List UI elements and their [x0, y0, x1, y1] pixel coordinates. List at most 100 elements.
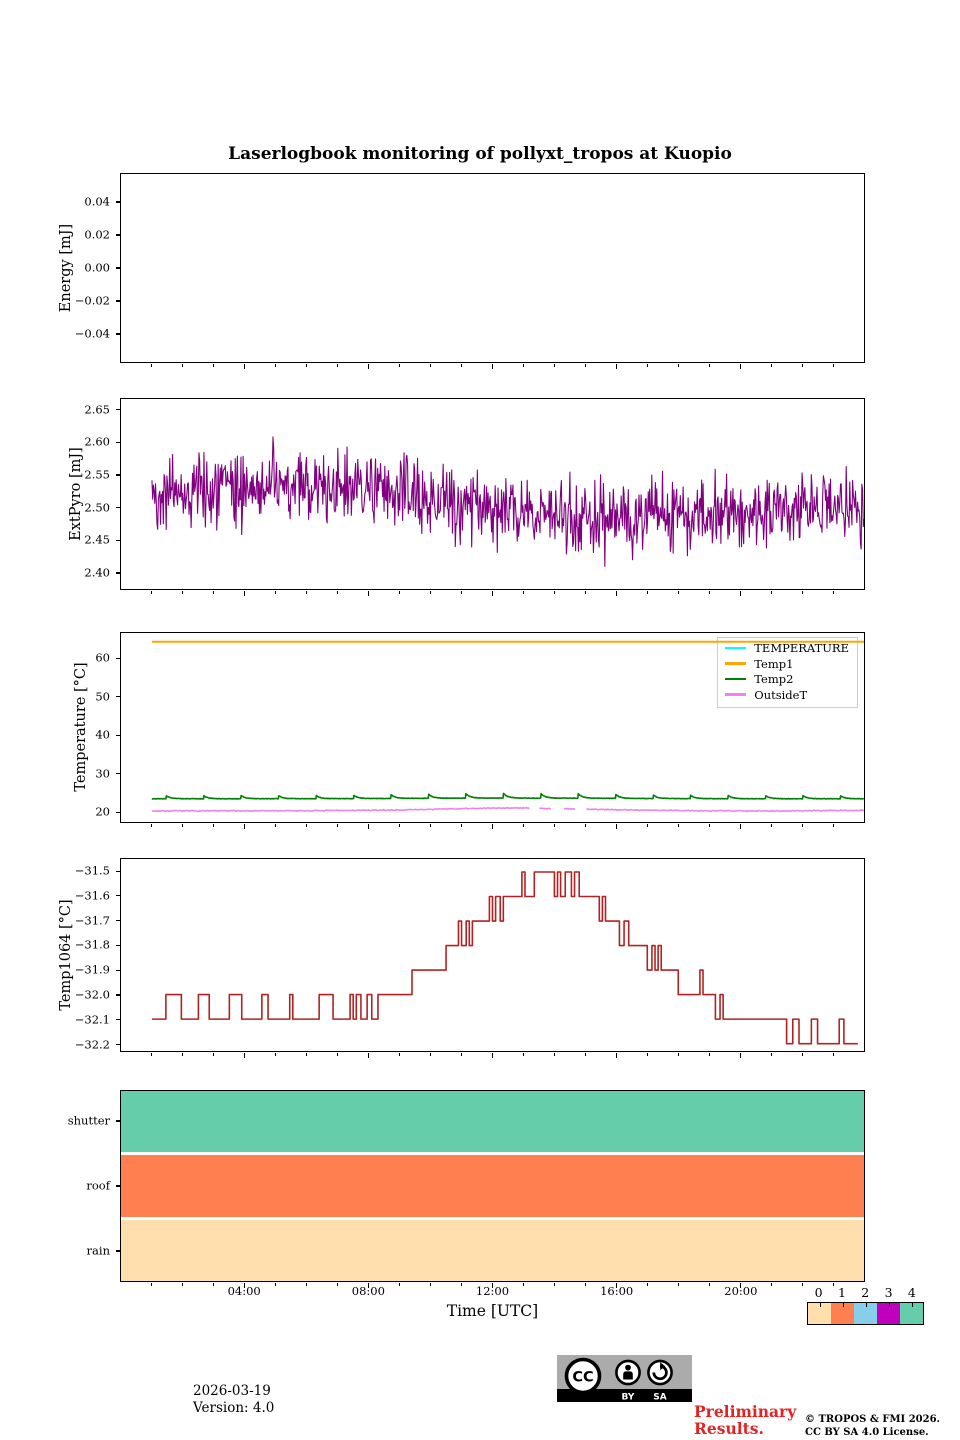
x-tick-mark: [243, 1053, 245, 1058]
legend-item: OutsideT: [725, 688, 849, 704]
status-row-label: shutter: [67, 1113, 110, 1128]
legend-label: Temp1: [754, 656, 794, 671]
x-tick-mark: [740, 824, 742, 829]
x-minor-tick-mark: [647, 1283, 649, 1286]
x-minor-tick-mark: [274, 1283, 276, 1286]
x-minor-tick-mark: [771, 364, 773, 367]
x-minor-tick-mark: [833, 824, 835, 827]
cc-icon-text: CC: [572, 1370, 593, 1386]
status-row-gap: [121, 1216, 864, 1220]
colorbar-tick: [911, 1303, 913, 1307]
x-minor-tick-mark: [678, 591, 680, 594]
temperature-legend: TEMPERATURE Temp1 Temp2 OutsideT: [717, 637, 858, 708]
preliminary-results-text: Preliminary Results.: [694, 1403, 796, 1437]
x-tick-mark: [491, 1053, 494, 1058]
colorbar-segment-3: [877, 1303, 900, 1324]
x-minor-tick-mark: [429, 824, 431, 827]
legend-item: TEMPERATURE: [725, 641, 849, 657]
y-tick-mark: [115, 1043, 120, 1046]
colorbar-tick: [888, 1303, 890, 1307]
y-tick-label: −31.6: [74, 888, 110, 903]
x-minor-tick-mark: [709, 364, 711, 367]
colorbar-label: 0: [814, 1285, 823, 1300]
y-tick-label: −32.2: [74, 1036, 110, 1051]
y-tick-label: 2.55: [84, 467, 110, 482]
y-tick-mark: [115, 333, 120, 335]
series-OutsideT: [539, 807, 552, 810]
x-minor-tick-mark: [336, 364, 338, 367]
x-minor-tick-mark: [523, 591, 525, 594]
x-tick-mark: [740, 1053, 742, 1058]
series-OutsideT: [563, 807, 576, 810]
x-minor-tick-mark: [398, 1053, 400, 1056]
status-row-gap: [121, 1152, 864, 1156]
colorbar-segment-0: [808, 1303, 831, 1324]
y-tick-mark: [115, 1120, 120, 1122]
x-minor-tick-mark: [336, 1053, 338, 1056]
legend-item: Temp2: [725, 672, 849, 688]
colorbar-tick: [865, 1303, 867, 1307]
x-minor-tick-mark: [523, 824, 525, 827]
by-person-body: [623, 1371, 633, 1380]
x-minor-tick-mark: [554, 824, 556, 827]
x-minor-tick-mark: [523, 1053, 525, 1056]
cc-license-badge: CC BY SA: [557, 1355, 692, 1402]
x-minor-tick-mark: [523, 364, 525, 367]
colorbar-tick: [842, 1303, 844, 1307]
x-minor-tick-mark: [305, 1283, 307, 1286]
x-tick-label: 20:00: [724, 1284, 758, 1298]
legend-swatch-Temp1: [725, 662, 747, 665]
x-minor-tick-mark: [585, 1283, 587, 1286]
y-tick-label: −31.5: [74, 863, 110, 878]
x-tick-label: 12:00: [475, 1284, 510, 1298]
x-minor-tick-mark: [833, 364, 835, 367]
y-tick-label: −32.1: [74, 1012, 110, 1027]
legend-swatch-OutsideT: [725, 693, 747, 696]
extpyro-y-axis-label: ExtPyro [mJ]: [68, 447, 84, 541]
y-tick-label: −0.04: [74, 326, 110, 341]
colorbar-label: 1: [837, 1285, 846, 1300]
x-minor-tick-mark: [429, 591, 431, 594]
x-tick-mark: [243, 591, 245, 596]
series-OutsideT: [586, 808, 864, 813]
y-tick-mark: [115, 234, 120, 236]
x-minor-tick-mark: [274, 591, 276, 594]
x-minor-tick-mark: [802, 1053, 804, 1056]
x-minor-tick-mark: [212, 824, 214, 827]
x-minor-tick-mark: [274, 824, 276, 827]
sa-arrow-icon: [647, 1359, 673, 1386]
version-text: Version: 4.0: [193, 1400, 275, 1416]
x-tick-mark: [740, 1283, 742, 1288]
plot-temp1064: [120, 858, 865, 1052]
x-tick-mark: [243, 364, 245, 369]
x-minor-tick-mark: [150, 1053, 152, 1056]
y-tick-mark: [115, 773, 120, 775]
x-minor-tick-mark: [181, 1283, 183, 1286]
x-minor-tick-mark: [709, 1283, 711, 1286]
x-minor-tick-mark: [336, 591, 338, 594]
legend-swatch-TEMPERATURE: [725, 646, 747, 650]
x-minor-tick-mark: [429, 364, 431, 367]
x-tick-mark: [491, 1283, 494, 1288]
legend-label: TEMPERATURE: [754, 641, 849, 655]
x-tick-label: 04:00: [227, 1284, 261, 1298]
x-minor-tick-mark: [150, 824, 152, 827]
copyright-text: © TROPOS & FMI 2026. CC BY SA 4.0 Licens…: [805, 1413, 940, 1439]
x-tick-mark: [367, 1053, 369, 1058]
x-minor-tick-mark: [150, 1283, 152, 1286]
y-tick-label: −0.02: [74, 293, 110, 308]
status-row-rain: [121, 1219, 864, 1281]
plot-canvas-1: [151, 436, 864, 567]
colorbar-tick: [819, 1303, 821, 1307]
y-tick-label: −31.7: [74, 912, 110, 927]
legend-item: Temp1: [725, 657, 849, 673]
x-minor-tick-mark: [305, 364, 307, 367]
status-row-label: rain: [86, 1243, 110, 1258]
x-minor-tick-mark: [274, 1053, 276, 1056]
y-tick-label: 40: [95, 727, 110, 742]
x-minor-tick-mark: [802, 824, 804, 827]
x-minor-tick-mark: [336, 824, 338, 827]
x-minor-tick-mark: [802, 364, 804, 367]
y-tick-mark: [115, 994, 120, 996]
sa-arrow-head: [660, 1362, 666, 1371]
